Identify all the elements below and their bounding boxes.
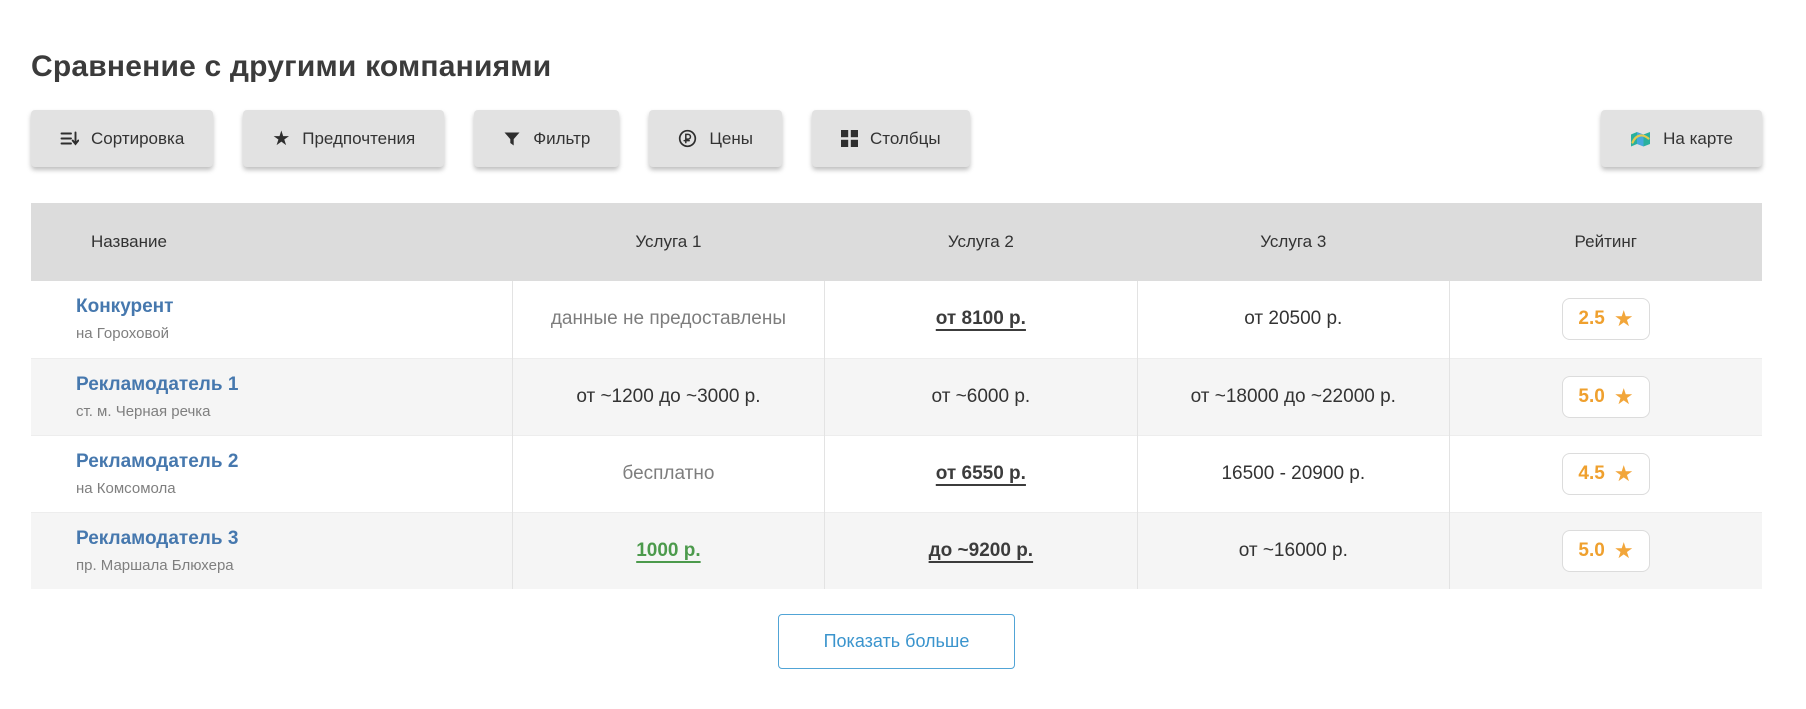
service2-price-link[interactable]: до ~9200 р.	[928, 539, 1034, 561]
rating-value: 5.0	[1578, 385, 1605, 407]
service2-price-link[interactable]: от 8100 р.	[935, 308, 1026, 330]
service3-value: от ~18000 до ~22000 р.	[1190, 385, 1396, 407]
table-row: Рекламодатель 1 ст. м. Черная речка от ~…	[31, 358, 1762, 435]
table-row: Рекламодатель 3 пр. Маршала Блюхера 1000…	[31, 512, 1762, 589]
company-address: ст. м. Черная речка	[76, 402, 211, 420]
map-button[interactable]: На карте	[1601, 110, 1762, 167]
service1-price-link[interactable]: 1000 р.	[636, 539, 701, 561]
table-row: Конкурент на Гороховой данные не предост…	[31, 281, 1762, 358]
star-icon: ★	[272, 127, 291, 150]
service3-value: 16500 - 20900 р.	[1221, 462, 1366, 484]
sort-button-label: Сортировка	[91, 128, 185, 148]
rating-badge: 5.0 ★	[1562, 375, 1650, 418]
service1-value: бесплатно	[622, 462, 715, 484]
page-title: Сравнение с другими компаниями	[31, 50, 552, 83]
header-rating: Рейтинг	[1449, 203, 1762, 281]
preferences-button-label: Предпочтения	[302, 128, 416, 148]
table-header-row: Название Услуга 1 Услуга 2 Услуга 3 Рейт…	[31, 203, 1762, 281]
rating-badge: 4.5 ★	[1562, 452, 1650, 495]
table-row: Рекламодатель 2 на Комсомола бесплатно о…	[31, 435, 1762, 512]
service3-value: от ~16000 р.	[1238, 539, 1348, 561]
prices-button[interactable]: Цены	[649, 110, 782, 167]
rating-value: 2.5	[1578, 308, 1605, 330]
service2-value: от ~6000 р.	[931, 385, 1031, 407]
company-link[interactable]: Рекламодатель 1	[76, 373, 239, 395]
rating-badge: 5.0 ★	[1562, 529, 1650, 572]
company-address: пр. Маршала Блюхера	[76, 556, 234, 574]
company-link[interactable]: Рекламодатель 2	[76, 450, 239, 472]
preferences-button[interactable]: ★ Предпочтения	[243, 110, 445, 167]
sort-icon	[60, 129, 79, 148]
map-button-label: На карте	[1663, 128, 1733, 148]
header-service3: Услуга 3	[1137, 203, 1450, 281]
rating-value: 5.0	[1578, 539, 1605, 561]
header-service2: Услуга 2	[824, 203, 1138, 281]
comparison-table: Название Услуга 1 Услуга 2 Услуга 3 Рейт…	[31, 203, 1762, 589]
columns-button[interactable]: Столбцы	[811, 110, 970, 167]
rating-badge: 2.5 ★	[1562, 298, 1650, 341]
service1-value: от ~1200 до ~3000 р.	[576, 385, 761, 407]
service1-value: данные не предоставлены	[550, 308, 786, 330]
star-icon: ★	[1613, 460, 1634, 486]
map-icon	[1630, 130, 1651, 148]
header-name: Название	[31, 203, 513, 281]
company-address: на Комсомола	[76, 479, 176, 497]
company-link[interactable]: Рекламодатель 3	[76, 527, 239, 549]
table-footer: Показать больше	[31, 614, 1762, 669]
grid-icon	[840, 130, 858, 147]
columns-button-label: Столбцы	[869, 128, 941, 148]
comparison-section: Сравнение с другими компаниями Сортировк…	[31, 50, 1762, 669]
service2-price-link[interactable]: от 6550 р.	[935, 462, 1026, 484]
rating-value: 4.5	[1578, 462, 1605, 484]
show-more-button[interactable]: Показать больше	[777, 614, 1016, 669]
filter-button[interactable]: Фильтр	[474, 110, 620, 167]
star-icon: ★	[1613, 537, 1634, 563]
filter-icon	[503, 130, 521, 148]
company-link[interactable]: Конкурент	[76, 296, 174, 318]
toolbar: Сортировка ★ Предпочтения Фильтр Цены	[31, 110, 1762, 167]
star-icon: ★	[1613, 383, 1634, 409]
star-icon: ★	[1613, 306, 1634, 332]
filter-button-label: Фильтр	[533, 128, 591, 148]
sort-button[interactable]: Сортировка	[31, 110, 214, 167]
ruble-icon	[678, 129, 697, 148]
service3-value: от 20500 р.	[1244, 308, 1343, 330]
prices-button-label: Цены	[709, 128, 753, 148]
company-address: на Гороховой	[76, 325, 169, 343]
header-service1: Услуга 1	[512, 203, 825, 281]
